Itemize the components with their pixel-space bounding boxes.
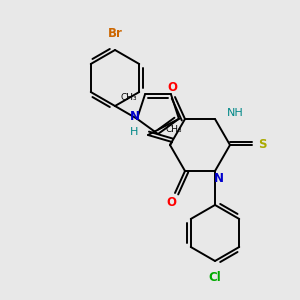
Text: CH₃: CH₃ bbox=[120, 93, 137, 102]
Text: N: N bbox=[130, 110, 140, 123]
Text: Br: Br bbox=[108, 27, 122, 40]
Text: S: S bbox=[258, 137, 266, 151]
Text: Cl: Cl bbox=[208, 271, 221, 284]
Text: CH₃: CH₃ bbox=[166, 125, 183, 134]
Text: H: H bbox=[130, 127, 138, 137]
Text: NH: NH bbox=[227, 108, 244, 118]
Text: O: O bbox=[167, 80, 177, 94]
Text: O: O bbox=[166, 196, 176, 209]
Text: N: N bbox=[214, 172, 224, 185]
